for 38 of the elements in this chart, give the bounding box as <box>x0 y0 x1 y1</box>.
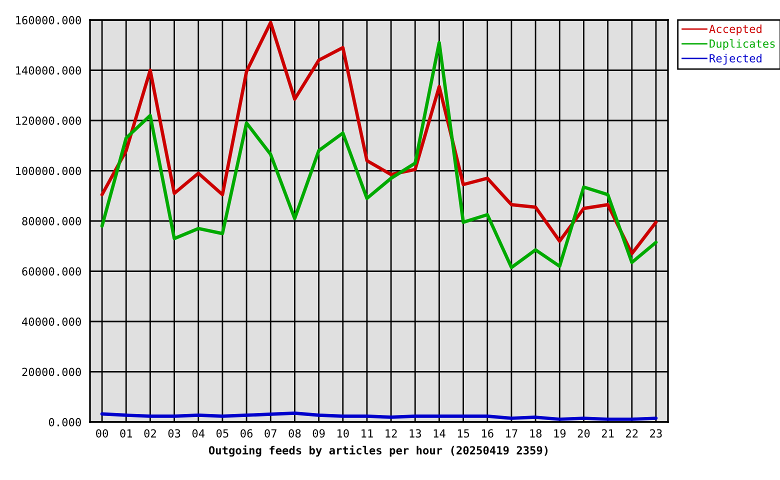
y-tick-label: 60000.000 <box>22 267 81 276</box>
x-tick-label: 21 <box>602 429 614 438</box>
x-tick-label: 19 <box>554 429 566 438</box>
x-tick-label: 11 <box>362 429 373 438</box>
x-tick-label: 06 <box>240 429 253 438</box>
x-tick-label: 00 <box>96 429 108 438</box>
x-tick-label: 16 <box>482 429 494 438</box>
x-tick-label: 09 <box>312 429 325 438</box>
x-tick-label: 10 <box>338 429 349 438</box>
x-tick-label: 23 <box>650 429 662 438</box>
y-tick-label: 0.000 <box>48 418 81 426</box>
legend-label: Rejected <box>710 54 762 65</box>
x-tick-label: 17 <box>506 429 518 438</box>
x-tick-label: 12 <box>386 429 397 438</box>
x-tick-label: 15 <box>458 429 470 438</box>
x-tick-label: 08 <box>288 429 301 438</box>
x-tick-label: 13 <box>410 429 421 438</box>
legend-label: Accepted <box>709 24 762 36</box>
x-axis-title: Outgoing feeds by articles per hour (20250419 2359) <box>208 445 548 457</box>
x-tick-label: 03 <box>168 429 180 438</box>
x-tick-label: 18 <box>530 429 542 438</box>
y-tick-label: 100000.000 <box>16 166 81 176</box>
x-tick-label: 07 <box>264 429 276 438</box>
x-tick-label: 22 <box>626 429 638 438</box>
y-tick-label: 160000.000 <box>16 16 81 24</box>
y-tick-label: 20000.000 <box>22 368 81 376</box>
x-tick-label: 04 <box>192 429 205 438</box>
y-tick-label: 40000.000 <box>22 318 81 326</box>
x-tick-label: 02 <box>144 429 156 438</box>
x-tick-label: 14 <box>434 429 446 438</box>
y-tick-label: 120000.000 <box>16 116 81 125</box>
y-tick-label: 80000.000 <box>22 217 81 226</box>
x-tick-label: 01 <box>120 429 132 438</box>
y-tick-label: 140000.000 <box>16 66 81 75</box>
legend-label: Duplicates <box>710 39 775 50</box>
x-tick-label: 05 <box>216 429 228 438</box>
x-tick-label: 20 <box>578 429 590 438</box>
line-series <box>100 412 658 421</box>
